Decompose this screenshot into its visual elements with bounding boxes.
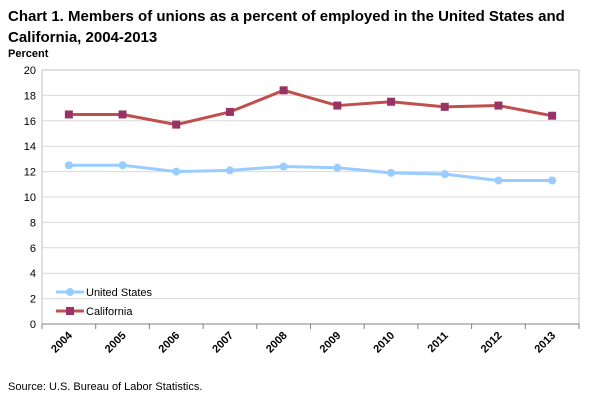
y-tick-14: 14 [24, 141, 36, 153]
y-tick-4: 4 [30, 268, 36, 280]
series-line-united-states [68, 163, 553, 182]
y-tick-2: 2 [30, 294, 36, 306]
point-california-2007 [225, 107, 234, 116]
series-line-california [68, 88, 553, 127]
x-tick-2007: 2007 [210, 330, 236, 356]
y-tick-0: 0 [30, 319, 36, 331]
source-note: Source: U.S. Bureau of Labor Statistics. [8, 381, 203, 393]
point-california-2006 [172, 120, 181, 129]
x-tick-2012: 2012 [479, 330, 505, 356]
point-california-2008 [279, 86, 288, 95]
point-california-2004 [64, 110, 73, 119]
point-united-states-2011 [440, 170, 449, 179]
y-tick-18: 18 [24, 90, 36, 102]
y-tick-labels: 0 2 4 6 8 10 12 14 16 18 20 [24, 65, 36, 331]
y-axis-label: Percent [8, 48, 49, 60]
x-tick-2010: 2010 [371, 330, 397, 356]
point-california-2012 [494, 101, 503, 110]
legend: United States California [56, 287, 153, 318]
point-california-2005 [118, 110, 127, 119]
point-united-states-2006 [172, 167, 181, 176]
point-united-states-2009 [333, 163, 342, 172]
x-tick-2004: 2004 [49, 329, 75, 355]
x-tick-labels: 2004 2005 2006 2007 2008 2009 2010 2011 2012 2013 [49, 329, 558, 355]
x-tick-2006: 2006 [157, 330, 183, 356]
point-united-states-2004 [64, 161, 73, 170]
point-united-states-2005 [118, 161, 127, 170]
point-california-2009 [333, 101, 342, 110]
point-united-states-2010 [387, 168, 396, 177]
x-tick-2009: 2009 [318, 330, 344, 356]
y-tick-20: 20 [24, 65, 36, 77]
series-lines [64, 86, 557, 185]
legend-label-united-states: United States [86, 287, 153, 299]
chart-title: Chart 1. Members of unions as a percent … [8, 8, 565, 46]
y-tick-12: 12 [24, 167, 36, 179]
x-tick-2008: 2008 [264, 330, 290, 356]
y-tick-16: 16 [24, 116, 36, 128]
legend-label-california: California [86, 306, 133, 318]
x-tick-2011: 2011 [426, 330, 451, 355]
point-united-states-2008 [279, 162, 288, 171]
x-tick-2013: 2013 [532, 330, 558, 356]
point-california-2010 [387, 97, 396, 106]
y-tick-8: 8 [30, 217, 36, 229]
point-california-2013 [548, 111, 557, 120]
point-california-2011 [440, 102, 449, 111]
point-united-states-2007 [225, 166, 234, 175]
y-tick-6: 6 [30, 243, 36, 255]
point-united-states-2013 [548, 176, 557, 185]
x-tick-2005: 2005 [103, 330, 129, 356]
y-tick-10: 10 [24, 192, 36, 204]
legend-marker-united-states [66, 288, 74, 296]
legend-marker-california [66, 307, 74, 315]
axes [41, 69, 580, 329]
point-united-states-2012 [494, 176, 503, 185]
